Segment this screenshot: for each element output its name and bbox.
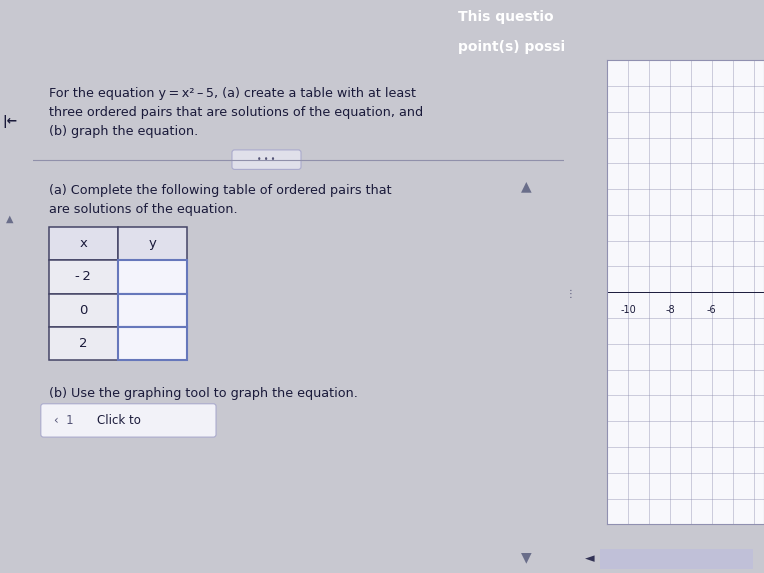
Text: |←: |← — [2, 115, 17, 128]
Text: ▲: ▲ — [521, 179, 532, 193]
Text: (a) Complete the following table of ordered pairs that: (a) Complete the following table of orde… — [49, 185, 391, 198]
Text: ◄: ◄ — [585, 552, 594, 565]
Text: (b) graph the equation.: (b) graph the equation. — [49, 125, 198, 138]
Text: (b) Use the graphing tool to graph the equation.: (b) Use the graphing tool to graph the e… — [49, 387, 358, 400]
Bar — [49, 260, 118, 293]
Text: -6: -6 — [707, 305, 717, 315]
Text: -10: -10 — [620, 305, 636, 315]
Bar — [49, 227, 118, 260]
Bar — [118, 327, 187, 360]
Text: y: y — [148, 237, 157, 250]
Bar — [49, 293, 118, 327]
Bar — [118, 293, 187, 327]
Text: ⋮: ⋮ — [566, 289, 575, 299]
Text: ‹  1: ‹ 1 — [54, 414, 73, 427]
Bar — [49, 327, 118, 360]
Text: three ordered pairs that are solutions of the equation, and: three ordered pairs that are solutions o… — [49, 106, 423, 119]
Text: are solutions of the equation.: are solutions of the equation. — [49, 203, 238, 217]
FancyBboxPatch shape — [40, 404, 216, 437]
Bar — [118, 227, 187, 260]
Text: point(s) possi: point(s) possi — [458, 40, 565, 54]
Text: Click to: Click to — [96, 414, 141, 427]
Text: ▼: ▼ — [521, 551, 532, 564]
Text: For the equation y = x² – 5, (a) create a table with at least: For the equation y = x² – 5, (a) create … — [49, 87, 416, 100]
Bar — [118, 260, 187, 293]
Text: 0: 0 — [79, 304, 88, 317]
Text: -8: -8 — [665, 305, 675, 315]
Text: This questio: This questio — [458, 10, 554, 24]
Text: - 2: - 2 — [76, 270, 91, 283]
Bar — [600, 549, 753, 568]
Text: 2: 2 — [79, 337, 88, 350]
Text: x: x — [79, 237, 87, 250]
Text: ▲: ▲ — [6, 214, 13, 224]
Text: • • •: • • • — [257, 155, 276, 164]
FancyBboxPatch shape — [232, 150, 301, 170]
